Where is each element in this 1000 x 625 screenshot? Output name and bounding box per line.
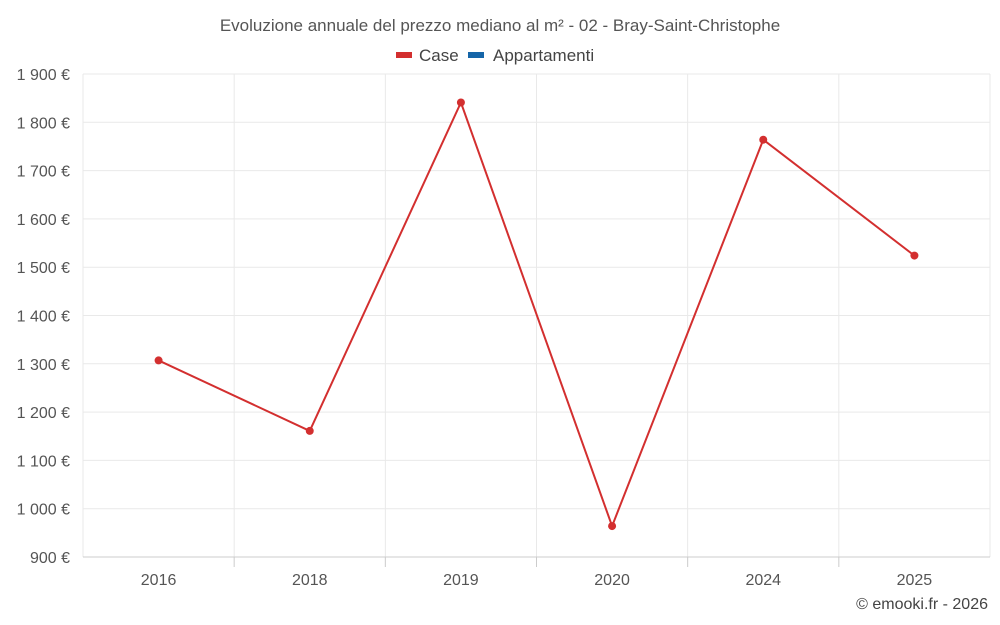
series-line — [158, 101, 916, 528]
credit-text: © emooki.fr - 2026 — [856, 596, 988, 613]
y-tick-label: 1 300 € — [17, 357, 70, 374]
x-tick-label: 2020 — [594, 572, 630, 589]
x-tick-label: 2024 — [745, 572, 781, 589]
x-axis-ticks: 2016 2018 2019 2020 2024 2025 — [141, 557, 933, 589]
y-axis-ticks: 900 € 1 000 € 1 100 € 1 200 € 1 300 € 1 400 €… — [17, 67, 70, 567]
legend-item-case[interactable]: Case — [396, 46, 459, 65]
legend-swatch-case — [396, 52, 412, 58]
legend: Case Appartamenti — [396, 46, 594, 65]
chart-title: Evoluzione annuale del prezzo mediano al… — [220, 16, 780, 35]
y-tick-label: 1 200 € — [17, 405, 70, 422]
data-point[interactable] — [456, 98, 465, 107]
data-point[interactable] — [305, 426, 314, 435]
y-tick-label: 1 100 € — [17, 453, 70, 470]
legend-item-appartamenti[interactable]: Appartamenti — [468, 46, 594, 65]
data-point[interactable] — [759, 135, 768, 144]
y-tick-label: 1 800 € — [17, 115, 70, 132]
x-tick-label: 2018 — [292, 572, 328, 589]
legend-swatch-appartamenti — [468, 52, 484, 58]
data-point[interactable] — [154, 356, 163, 365]
legend-label-appartamenti: Appartamenti — [493, 46, 594, 65]
y-tick-label: 1 000 € — [17, 502, 70, 519]
series-case — [154, 98, 919, 531]
y-tick-label: 900 € — [30, 550, 70, 567]
x-tick-label: 2019 — [443, 572, 479, 589]
y-tick-label: 1 900 € — [17, 67, 70, 84]
legend-label-case: Case — [419, 46, 459, 65]
x-tick-label: 2025 — [897, 572, 933, 589]
data-point[interactable] — [910, 251, 919, 260]
x-tick-label: 2016 — [141, 572, 177, 589]
y-tick-label: 1 600 € — [17, 212, 70, 229]
y-tick-label: 1 500 € — [17, 260, 70, 277]
y-tick-label: 1 700 € — [17, 164, 70, 181]
data-point[interactable] — [608, 522, 617, 531]
y-tick-label: 1 400 € — [17, 309, 70, 326]
